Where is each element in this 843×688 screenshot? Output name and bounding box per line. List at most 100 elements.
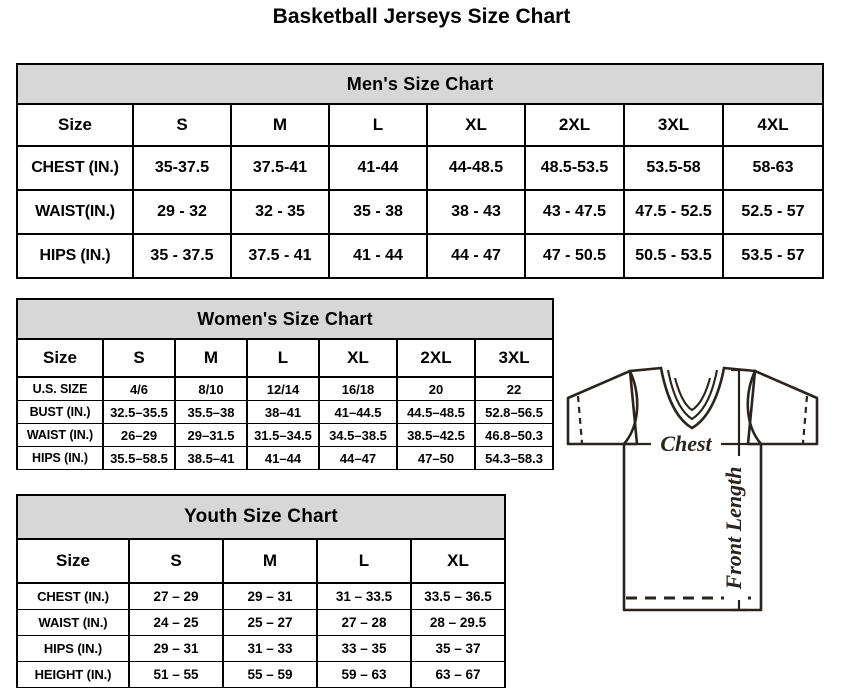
right-armhole-curve [746,369,763,446]
mens-corner-label: Size [16,103,134,147]
womens-hips-2xl: 47–50 [396,446,476,470]
front-length-label-group: Front Length [721,456,748,600]
youth-chest-l: 31 – 33.5 [316,582,412,610]
table-row: HIPS (IN.) 29 – 31 31 – 33 33 – 35 35 – … [16,635,507,662]
left-armhole-curve [622,369,639,446]
youth-header-row: Size S M L XL [16,538,507,584]
mens-hips-l: 41 - 44 [328,233,428,279]
mens-banner-row: Men's Size Chart [15,63,825,105]
youth-chest-m: 29 – 31 [222,582,318,610]
womens-col-3xl: 3XL [473,338,555,378]
womens-waist-m: 29–31.5 [174,423,248,447]
youth-size-chart-table: Youth Size Chart Size S M L XL CHEST (IN… [15,494,507,688]
youth-col-s: S [128,538,224,584]
womens-us-size-m: 8/10 [174,376,248,401]
womens-table-body: Women's Size Chart Size S M L XL 2XL 3XL… [15,298,555,470]
mens-chart-banner: Men's Size Chart [15,63,825,105]
youth-row-label-chest: CHEST (IN.) [16,582,130,610]
mens-waist-4xl: 52.5 - 57 [721,189,825,235]
left-shoulder-seam [628,366,663,373]
womens-col-s: S [102,338,176,378]
womens-bust-2xl: 44.5–48.5 [396,400,476,424]
youth-row-label-hips: HIPS (IN.) [16,635,130,662]
womens-col-m: M [174,338,248,378]
womens-hips-m: 38.5–41 [174,446,248,470]
mens-col-3xl: 3XL [623,103,724,147]
womens-us-size-2xl: 20 [396,376,476,401]
mens-col-xl: XL [426,103,526,147]
womens-row-label-waist: WAIST (IN.) [16,423,104,447]
mens-waist-l: 35 - 38 [328,189,428,235]
mens-col-m: M [230,103,330,147]
youth-row-label-waist: WAIST (IN.) [16,609,130,636]
youth-waist-l: 27 – 28 [316,609,412,636]
womens-us-size-xl: 16/18 [318,376,398,401]
womens-hips-xl: 44–47 [318,446,398,470]
womens-size-chart-table: Women's Size Chart Size S M L XL 2XL 3XL… [15,298,555,470]
youth-height-s: 51 – 55 [128,661,224,688]
vneck-outer-collar [659,366,726,430]
youth-chart-banner: Youth Size Chart [15,494,507,540]
youth-row-label-height: HEIGHT (IN.) [16,661,130,688]
mens-chest-2xl: 48.5-53.5 [524,145,625,191]
womens-chart-banner: Women's Size Chart [15,298,555,340]
youth-waist-m: 25 – 27 [222,609,318,636]
youth-waist-xl: 28 – 29.5 [409,609,507,636]
youth-chest-xl: 33.5 – 36.5 [409,582,507,610]
womens-waist-s: 26–29 [102,423,176,447]
womens-banner-row: Women's Size Chart [15,298,555,340]
youth-col-l: L [316,538,412,584]
womens-us-size-l: 12/14 [246,376,320,401]
womens-col-2xl: 2XL [396,338,476,378]
womens-waist-3xl: 46.8–50.3 [473,423,555,447]
womens-row-label-us-size: U.S. SIZE [16,376,104,401]
mens-waist-m: 32 - 35 [230,189,330,235]
mens-hips-4xl: 53.5 - 57 [721,233,825,279]
womens-row-label-bust: BUST (IN.) [16,400,104,424]
mens-row-label-waist: WAIST(IN.) [16,189,134,235]
womens-hips-3xl: 54.3–58.3 [473,446,555,470]
mens-col-s: S [132,103,232,147]
womens-row-label-hips: HIPS (IN.) [16,446,104,470]
table-row: WAIST (IN.) 26–29 29–31.5 31.5–34.5 34.5… [16,423,555,447]
womens-bust-l: 38–41 [246,400,320,424]
mens-waist-2xl: 43 - 47.5 [524,189,625,235]
womens-bust-xl: 41–44.5 [318,400,398,424]
left-cuff-stitch-line [576,395,584,444]
youth-hips-l: 33 – 35 [316,635,412,662]
womens-us-size-s: 4/6 [102,376,176,401]
mens-waist-xl: 38 - 43 [426,189,526,235]
mens-size-chart-table: Men's Size Chart Size S M L XL 2XL 3XL 4… [15,63,825,279]
youth-table-body: Youth Size Chart Size S M L XL CHEST (IN… [15,494,507,688]
womens-waist-2xl: 38.5–42.5 [396,423,476,447]
womens-hips-s: 35.5–58.5 [102,446,176,470]
womens-waist-l: 31.5–34.5 [246,423,320,447]
mens-row-label-chest: CHEST (IN.) [16,145,134,191]
womens-hips-l: 41–44 [246,446,320,470]
table-row: U.S. SIZE 4/6 8/10 12/14 16/18 20 22 [16,376,555,401]
table-row: HIPS (IN.) 35.5–58.5 38.5–41 41–44 44–47… [16,446,555,470]
mens-table-body: Men's Size Chart Size S M L XL 2XL 3XL 4… [15,63,825,279]
youth-height-m: 55 – 59 [222,661,318,688]
youth-height-l: 59 – 63 [316,661,412,688]
youth-hips-s: 29 – 31 [128,635,224,662]
mens-row-label-hips: HIPS (IN.) [16,233,134,279]
youth-hips-m: 31 – 33 [222,635,318,662]
youth-chest-s: 27 – 29 [128,582,224,610]
youth-waist-s: 24 – 25 [128,609,224,636]
mens-col-l: L [328,103,428,147]
mens-header-row: Size S M L XL 2XL 3XL 4XL [16,103,825,147]
jersey-measurement-diagram: Chest Front Length [545,358,840,658]
mens-col-4xl: 4XL [721,103,825,147]
right-cuff-stitch-line [801,395,809,444]
youth-col-m: M [222,538,318,584]
mens-waist-3xl: 47.5 - 52.5 [623,189,724,235]
table-row: HEIGHT (IN.) 51 – 55 55 – 59 59 – 63 63 … [16,661,507,688]
womens-header-row: Size S M L XL 2XL 3XL [16,338,555,378]
mens-chest-m: 37.5-41 [230,145,330,191]
womens-waist-xl: 34.5–38.5 [318,423,398,447]
youth-corner-label: Size [16,538,130,584]
front-length-label-backdrop [724,456,748,600]
mens-col-2xl: 2XL [524,103,625,147]
mens-waist-s: 29 - 32 [132,189,232,235]
